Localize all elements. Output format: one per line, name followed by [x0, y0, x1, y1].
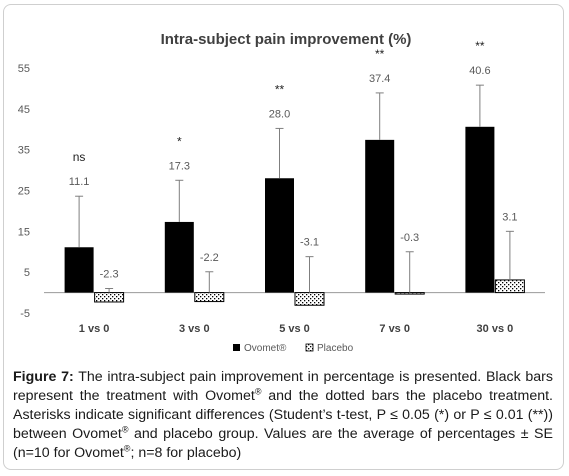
significance-marker: ** — [375, 47, 385, 61]
x-category-label: 1 vs 0 — [79, 323, 110, 335]
data-label-ovomet: 28.0 — [269, 108, 290, 120]
data-label-ovomet: 11.1 — [69, 176, 90, 188]
y-tick-label: 45 — [18, 104, 30, 116]
y-tick-label: 55 — [18, 63, 30, 75]
x-category-label: 3 vs 0 — [179, 323, 210, 335]
y-tick-label: 25 — [18, 186, 30, 198]
legend-label-ovomet: Ovomet® — [244, 343, 287, 354]
x-category-label: 7 vs 0 — [379, 323, 410, 335]
data-label-ovomet: 17.3 — [169, 160, 190, 172]
data-label-ovomet: 40.6 — [469, 65, 490, 77]
data-label-ovomet: 37.4 — [369, 73, 390, 85]
y-tick-label: 5 — [24, 267, 30, 279]
bar-ovomet — [365, 140, 394, 293]
caption-reg-2: ® — [122, 424, 129, 434]
x-category-label: 5 vs 0 — [279, 323, 310, 335]
significance-marker: ** — [475, 39, 485, 53]
significance-marker: * — [177, 134, 182, 148]
y-tick-label: 35 — [18, 145, 30, 157]
bar-ovomet — [465, 127, 494, 293]
significance-marker: ns — [73, 150, 86, 164]
data-label-placebo: 3.1 — [502, 211, 517, 223]
bar-placebo — [395, 293, 424, 295]
x-category-label: 30 vs 0 — [477, 323, 514, 335]
caption-label: Figure 7: — [13, 369, 74, 385]
caption-line-5: ; n=8 for placebo) — [130, 445, 241, 461]
data-label-placebo: -2.2 — [200, 252, 219, 264]
caption-reg-1: ® — [255, 386, 262, 396]
bar-placebo — [495, 280, 524, 293]
bar-placebo — [95, 293, 124, 302]
legend-swatch-placebo — [306, 344, 313, 351]
legend-label-placebo: Placebo — [317, 343, 354, 354]
data-label-placebo: -3.1 — [300, 237, 319, 249]
bar-chart: Intra-subject pain improvement (%) -5 5 15… — [0, 0, 569, 365]
y-tick-label: 15 — [18, 226, 30, 238]
bar-ovomet — [65, 247, 94, 292]
legend-swatch-ovomet — [233, 344, 240, 351]
bar-ovomet — [165, 222, 194, 293]
chart-title: Intra-subject pain improvement (%) — [161, 31, 412, 48]
data-label-placebo: -2.3 — [100, 269, 119, 281]
y-tick-label: -5 — [20, 308, 30, 320]
bar-placebo — [295, 293, 324, 306]
significance-marker: ** — [275, 82, 285, 96]
caption-line-1: The intra-subject pain improvement in pe… — [78, 369, 481, 385]
figure-caption: Figure 7: The intra-subject pain improve… — [13, 368, 553, 463]
bar-ovomet — [265, 178, 294, 292]
data-label-placebo: -0.3 — [400, 232, 419, 244]
bar-placebo — [195, 293, 224, 302]
